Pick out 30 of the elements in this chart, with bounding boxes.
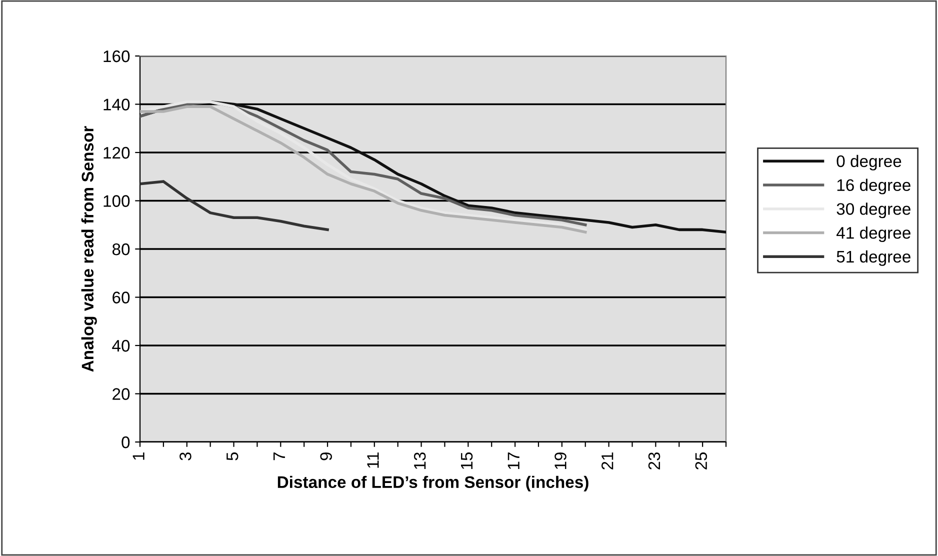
x-axis-title: Distance of LED’s from Sensor (inches)	[278, 476, 588, 492]
legend-label: 16 degree	[837, 178, 910, 194]
y-tick-label: 140	[104, 98, 130, 110]
x-tick-label: 15	[461, 452, 473, 469]
y-tick-label: 120	[104, 146, 130, 159]
x-tick-label: 23	[648, 452, 660, 470]
y-tick-label: 160	[104, 50, 130, 62]
x-tick-label: 3	[180, 452, 192, 460]
x-tick-label: 17	[508, 452, 520, 469]
y-axis-title: Analog value read from Sensor	[81, 126, 97, 372]
x-tick-label: 25	[695, 452, 708, 470]
x-tick-label: 13	[414, 452, 426, 469]
y-tick-label: 80	[112, 243, 130, 256]
legend-label: 0 degree	[836, 154, 902, 170]
y-tick-label: 40	[112, 340, 130, 352]
y-tick-label: 100	[104, 195, 130, 207]
legend-label: 30 degree	[836, 202, 910, 218]
x-tick-label: 5	[226, 452, 238, 460]
x-tick-label: 7	[273, 452, 285, 460]
x-tick-label: 11	[367, 452, 379, 468]
x-tick-label: 19	[554, 452, 566, 469]
legend-label: 41 degree	[836, 226, 910, 242]
legend-label: 51 degree	[836, 250, 910, 266]
x-tick-label: 9	[320, 452, 332, 460]
x-tick-label: 21	[601, 452, 614, 470]
y-tick-label: 0	[122, 436, 130, 448]
y-tick-label: 20	[112, 388, 130, 400]
y-tick-label: 60	[112, 292, 130, 304]
line-series	[140, 180, 329, 232]
x-tick-label: 1	[132, 452, 144, 460]
